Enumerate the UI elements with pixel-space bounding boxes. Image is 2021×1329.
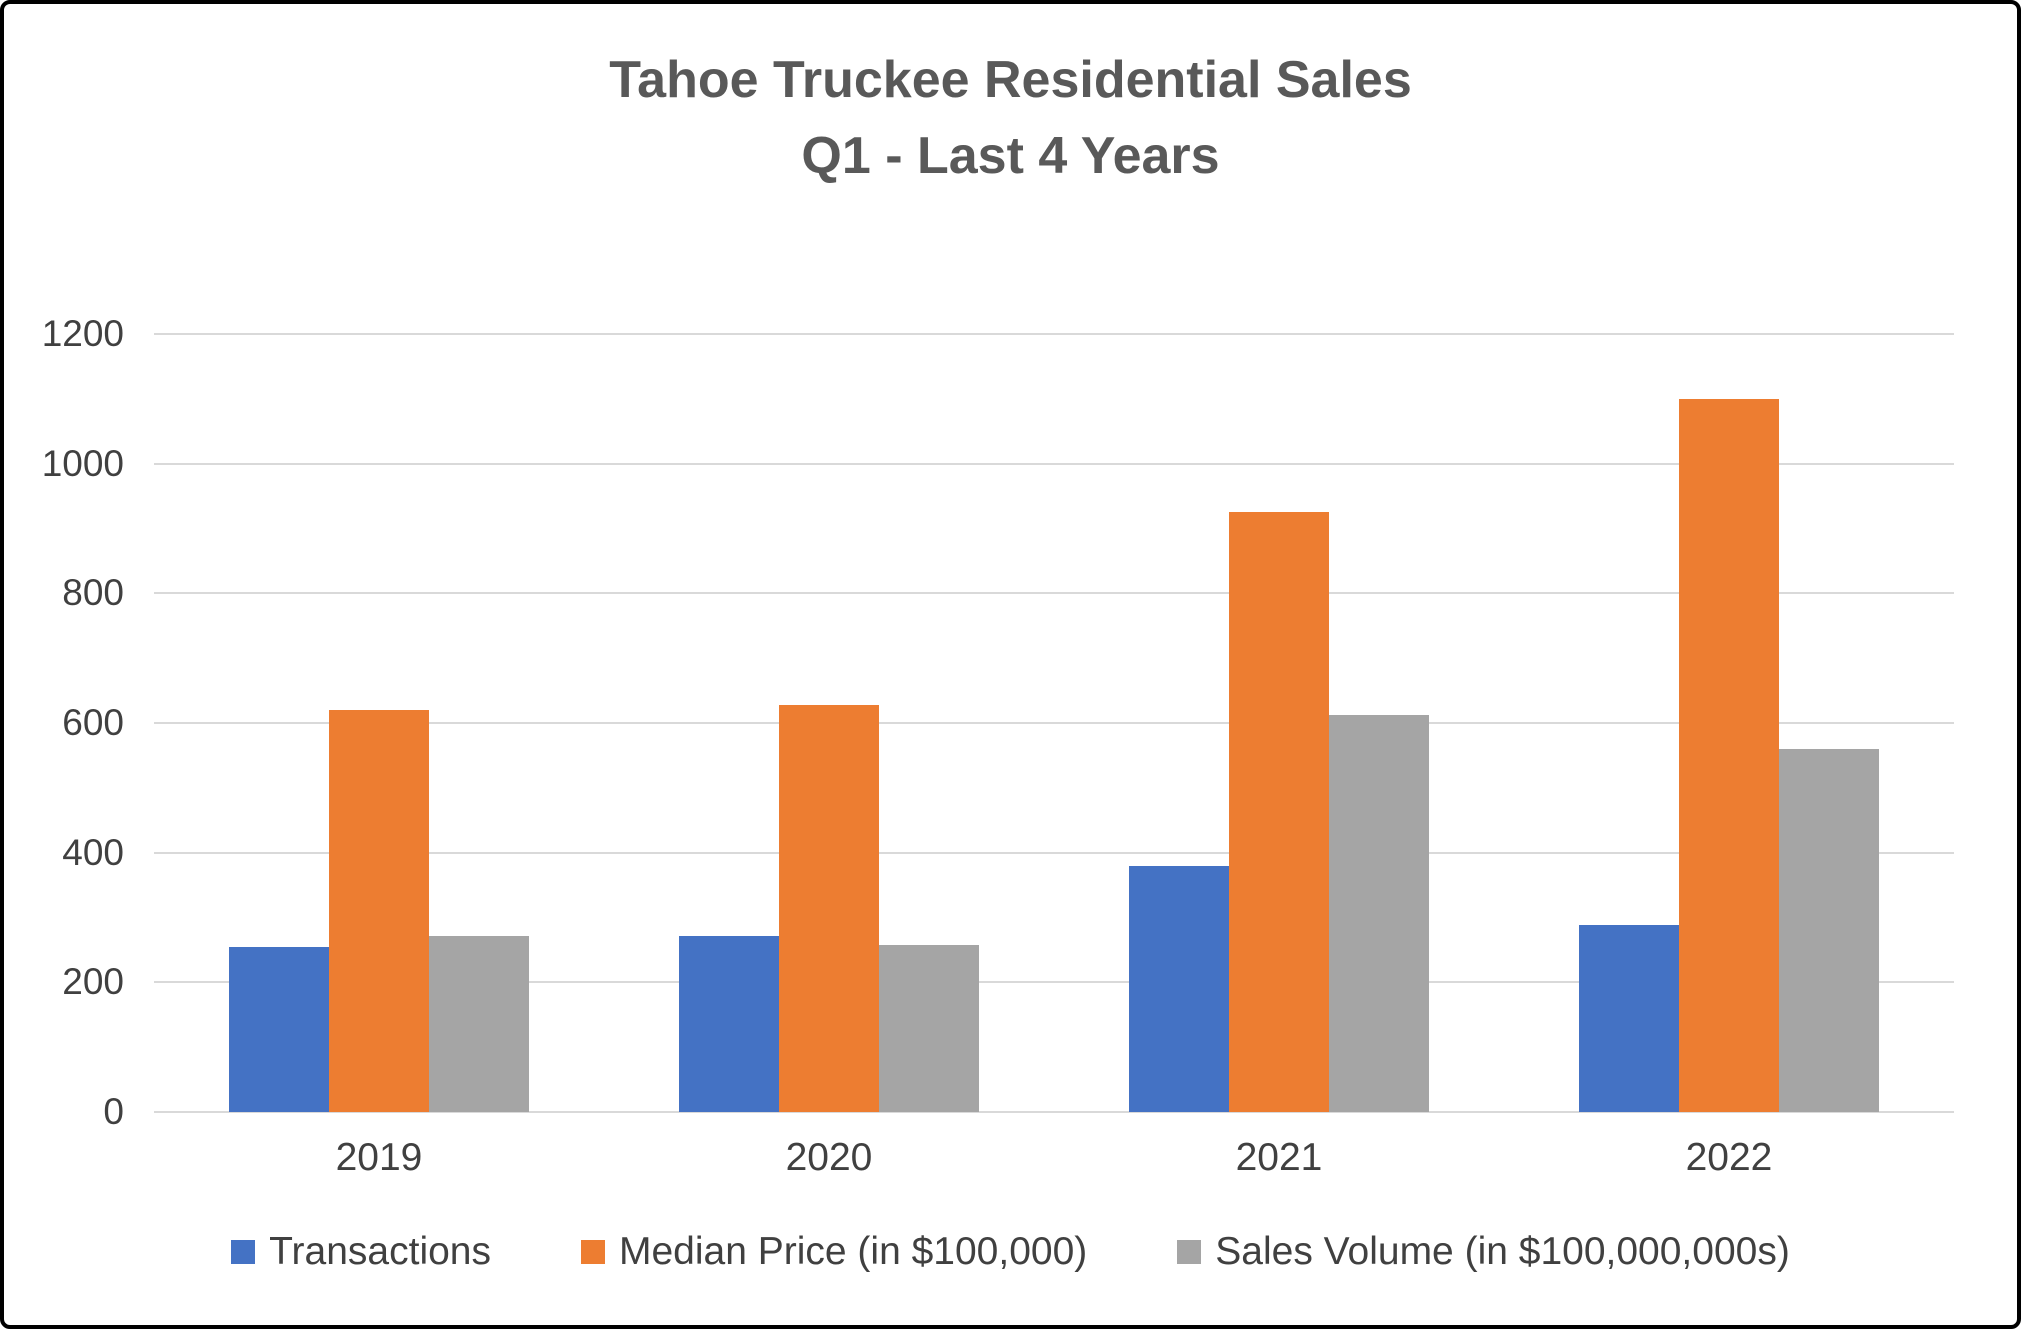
y-axis-tick-label: 400 (62, 831, 124, 873)
legend-label: Median Price (in $100,000) (618, 1230, 1088, 1273)
y-gridline (154, 722, 1954, 724)
y-axis-tick-label: 1200 (41, 313, 124, 354)
legend-item: Sales Volume (in $100,000,000s) (1177, 1230, 1790, 1274)
chart-title-line-1: Tahoe Truckee Residential Sales (609, 51, 1412, 109)
legend-swatch-icon (580, 1240, 605, 1264)
bar-group-2022 (1504, 334, 1954, 1112)
chart-title: Tahoe Truckee Residential Sales Q1 - Las… (4, 42, 2017, 194)
bar-group-2019 (154, 334, 604, 1112)
bar (1679, 398, 1779, 1112)
legend: Transactions Median Price (in $100,000) Sa… (4, 1230, 2017, 1274)
y-axis-tick-label: 200 (62, 961, 124, 1003)
bar (679, 935, 779, 1112)
legend-swatch-icon (231, 1240, 256, 1264)
y-axis-tick-label: 0 (103, 1091, 124, 1132)
legend-swatch-icon (1177, 1240, 1202, 1264)
bar (429, 935, 529, 1112)
bar (779, 704, 879, 1112)
x-axis-tick-label: 2022 (1685, 1136, 1773, 1179)
bar (1779, 748, 1879, 1112)
bars-container (154, 334, 1954, 1112)
bar (1129, 865, 1229, 1112)
y-gridline (154, 462, 1954, 465)
bar (1579, 925, 1679, 1112)
bar (879, 944, 979, 1112)
y-axis-tick-label: 600 (62, 702, 124, 743)
y-gridline (154, 333, 1954, 335)
y-gridline (154, 851, 1954, 854)
legend-label: Sales Volume (in $100,000,000s) (1215, 1230, 1790, 1273)
legend-item: Median Price (in $100,000) (580, 1230, 1088, 1274)
y-gridline (154, 981, 1954, 984)
bar (1229, 512, 1329, 1112)
y-axis-tick-label: 1000 (41, 442, 124, 484)
x-axis-tick-label: 2020 (785, 1136, 873, 1179)
legend-label: Transactions (269, 1230, 491, 1273)
chart-title-line-2: Q1 - Last 4 Years (801, 127, 1220, 185)
x-axis-labels: 2019 2020 2021 2022 (154, 1136, 1954, 1180)
plot-area: 0 200 400 600 800 1000 1200 (42, 313, 1954, 1132)
bar-group-2021 (1054, 334, 1504, 1112)
bar-group-2020 (604, 334, 1054, 1112)
bar (329, 710, 429, 1112)
legend-item: Transactions (231, 1230, 491, 1274)
bar (1329, 715, 1429, 1112)
y-axis-tick-label: 800 (62, 572, 124, 614)
y-gridline (154, 592, 1954, 595)
x-axis-tick-label: 2021 (1235, 1136, 1323, 1179)
x-axis-tick-label: 2019 (335, 1136, 423, 1179)
bar (229, 946, 329, 1112)
y-gridline (154, 1111, 1954, 1113)
